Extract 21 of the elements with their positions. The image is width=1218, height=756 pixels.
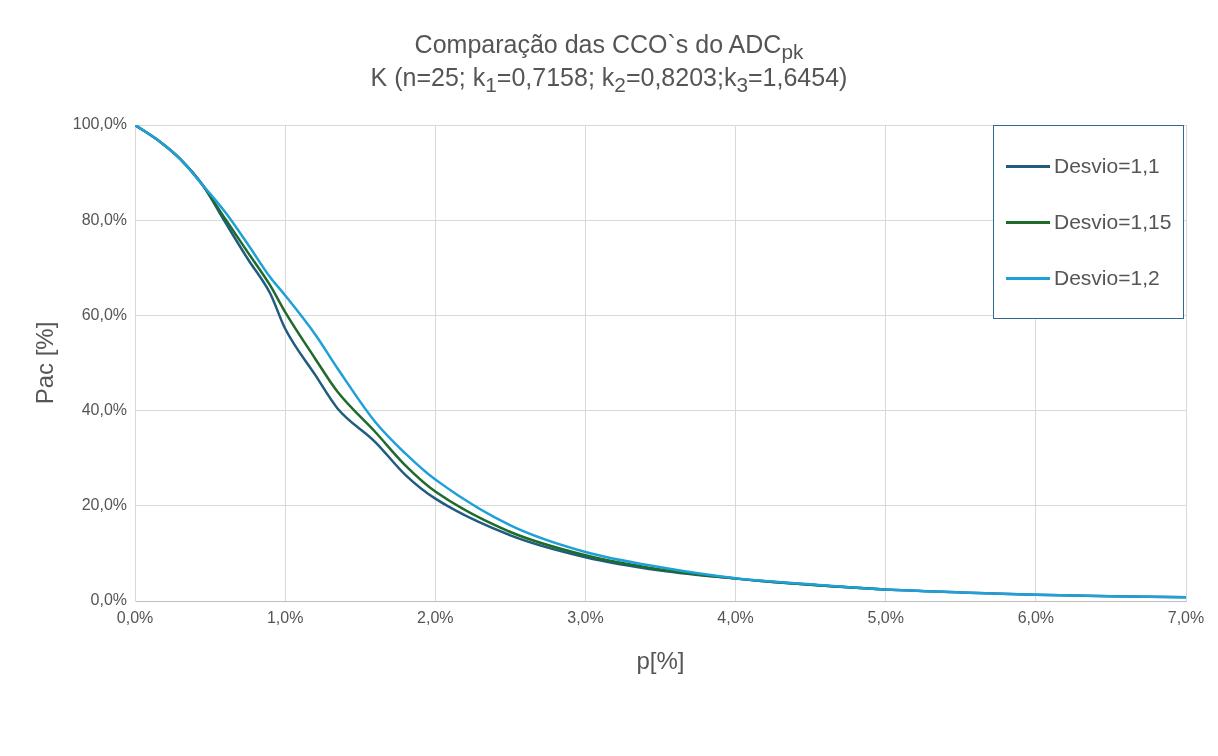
x-tick-label: 0,0% xyxy=(116,609,154,627)
legend-label: Desvio=1,15 xyxy=(1054,210,1172,234)
legend-label: Desvio=1,1 xyxy=(1054,154,1160,178)
legend-label: Desvio=1,2 xyxy=(1054,266,1160,290)
y-axis-title: Pac [%] xyxy=(31,321,59,405)
y-tick-label: 20,0% xyxy=(81,496,128,514)
y-tick-label: 60,0% xyxy=(81,305,128,323)
x-tick-label: 2,0% xyxy=(417,609,454,627)
x-tick-label: 7,0% xyxy=(1167,609,1205,627)
y-tick-label: 80,0% xyxy=(81,210,128,228)
x-tick-label: 5,0% xyxy=(867,609,904,627)
x-tick-label: 3,0% xyxy=(567,609,604,627)
x-axis-title: p[%] xyxy=(636,647,685,675)
x-tick-label: 1,0% xyxy=(266,609,304,627)
x-tick-label: 4,0% xyxy=(717,609,754,627)
y-tick-label: 0,0% xyxy=(90,591,128,609)
chart-title: Comparação das CCO`s do ADC$_{pk}$ xyxy=(413,30,805,64)
y-tick-label: 40,0% xyxy=(81,401,128,419)
x-tick-label: 6,0% xyxy=(1017,609,1055,627)
y-tick-label: 100,0% xyxy=(72,115,128,133)
chart-subtitle: K (n=25; k$_{1}$=0,7158; k$_{2}$=0,8203;k$_{3}$=1,6454) xyxy=(369,63,849,97)
